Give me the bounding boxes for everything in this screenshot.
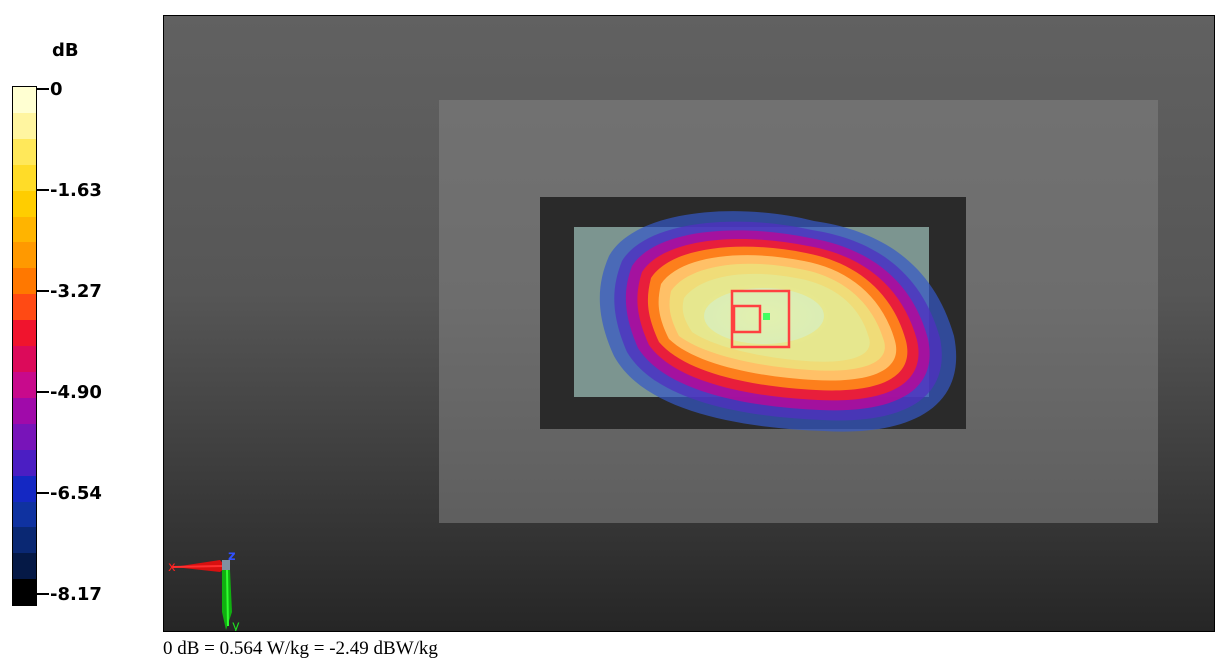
peak-marker: [763, 313, 770, 320]
sar-distribution: [599, 211, 957, 432]
colorbar-segment: [13, 138, 36, 165]
sar-contours: [599, 211, 957, 432]
colorbar-segment: [13, 87, 36, 113]
colorbar-segment: [13, 553, 36, 580]
colorbar-tick: [37, 593, 49, 595]
axes-indicator: x z y: [168, 549, 240, 632]
colorbar-segment: [13, 475, 36, 502]
colorbar-segment: [13, 268, 36, 295]
y-axis-label: y: [232, 619, 240, 632]
reference-caption: 0 dB = 0.564 W/kg = -2.49 dBW/kg: [163, 638, 438, 659]
colorbar-segment: [13, 346, 36, 372]
colorbar-segment: [13, 112, 36, 139]
colorbar-segment: [13, 294, 36, 321]
colorbar-tick-label: -8.17: [50, 584, 102, 605]
colorbar: [12, 86, 37, 606]
colorbar-tick-label: -3.27: [50, 281, 102, 302]
colorbar-segment: [13, 579, 36, 606]
colorbar-tick-label: -6.54: [50, 483, 102, 504]
3d-viewport[interactable]: x z y: [163, 15, 1215, 632]
colorbar-segment: [13, 423, 36, 450]
colorbar-tick: [37, 290, 49, 292]
colorbar-segment: [13, 242, 36, 269]
colorbar-segment: [13, 449, 36, 476]
colorbar-tick-label: -1.63: [50, 180, 102, 201]
colorbar-unit-label: dB: [52, 40, 79, 61]
zoom-scan-box-outer: [730, 289, 791, 349]
colorbar-tick: [37, 189, 49, 191]
colorbar-tick: [37, 391, 49, 393]
zoom-scan-box-inner: [732, 304, 762, 334]
colorbar-tick-label: 0: [50, 79, 63, 100]
z-axis-label: z: [228, 549, 236, 564]
colorbar-segment: [13, 320, 36, 347]
colorbar-segment: [13, 501, 36, 528]
z-axis-marker: [222, 560, 230, 570]
colorbar-segment: [13, 164, 36, 191]
x-axis-label: x: [168, 560, 176, 575]
colorbar-segment: [13, 371, 36, 398]
colorbar-segment: [13, 527, 36, 554]
colorbar-segment: [13, 397, 36, 424]
colorbar-segment: [13, 190, 36, 217]
colorbar-tick: [37, 492, 49, 494]
colorbar-segment: [13, 216, 36, 243]
colorbar-tick: [37, 88, 49, 90]
colorbar-tick-label: -4.90: [50, 382, 102, 403]
